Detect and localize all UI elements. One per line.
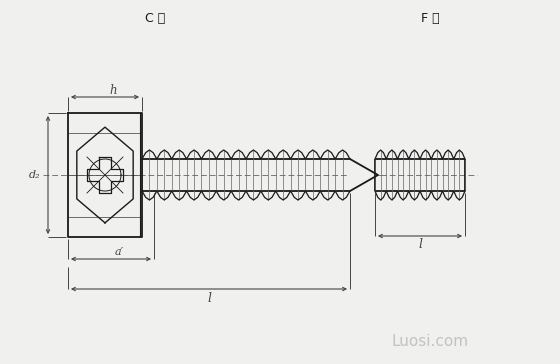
Text: l: l	[207, 292, 211, 305]
Text: F 型: F 型	[421, 12, 439, 24]
Text: Luosi.com: Luosi.com	[391, 335, 469, 349]
Text: a′: a′	[114, 247, 124, 257]
Text: C 型: C 型	[145, 12, 165, 24]
Polygon shape	[350, 159, 378, 191]
Text: h: h	[109, 83, 117, 96]
Text: l: l	[418, 238, 422, 252]
Text: d₂: d₂	[29, 170, 40, 180]
